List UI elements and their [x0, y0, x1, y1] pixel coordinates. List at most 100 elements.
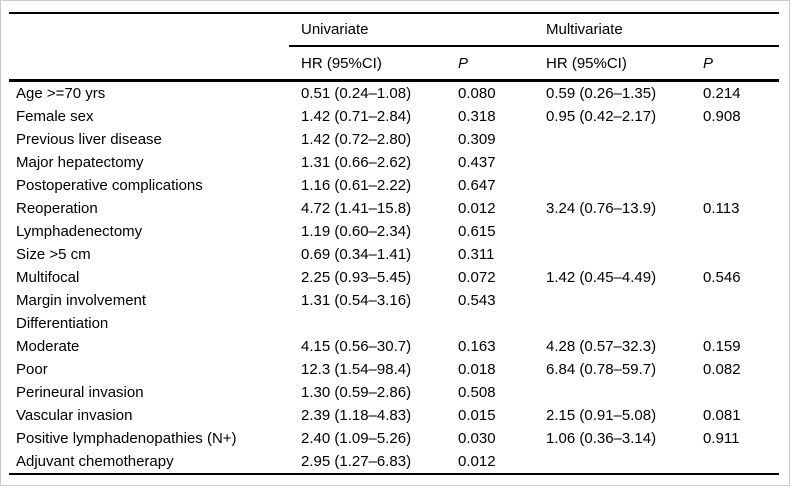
table-row: Perineural invasion 1.30 (0.59–2.86) 0.5… [9, 381, 779, 404]
multivariate-hr-cell [534, 289, 701, 312]
table-row: Major hepatectomy 1.31 (0.66–2.62) 0.437 [9, 151, 779, 174]
multivariate-hr-cell: 6.84 (0.78–59.7) [546, 361, 657, 378]
multivariate-hr-cell [534, 243, 701, 266]
column-header-row: HR (95%CI) P HR (95%CI) P [9, 46, 780, 82]
variable-cell: Age >=70 yrs [16, 85, 106, 102]
multivariate-p-cell [701, 243, 779, 266]
col-header-univariate-hr: HR (95%CI) [289, 46, 456, 82]
univariate-hr-cell: 1.16 (0.61–2.22) [301, 177, 412, 194]
multivariate-hr-cell: 2.15 (0.91–5.08) [546, 407, 657, 424]
variable-cell: Postoperative complications [16, 177, 203, 194]
univariate-p-cell: 0.311 [458, 246, 495, 263]
group-header-multivariate: Multivariate [534, 13, 780, 47]
multivariate-p-cell: 0.214 [703, 85, 741, 102]
table-row: Adjuvant chemotherapy 2.95 (1.27–6.83) 0… [9, 450, 780, 475]
col-header-multivariate-hr: HR (95%CI) [534, 46, 701, 82]
univariate-hr-cell: 1.42 (0.72–2.80) [301, 131, 412, 148]
multivariate-hr-cell: 0.95 (0.42–2.17) [546, 108, 657, 125]
variable-cell: Differentiation [16, 315, 109, 332]
multivariate-hr-cell: 4.28 (0.57–32.3) [546, 338, 657, 355]
univariate-hr-cell: 1.30 (0.59–2.86) [301, 384, 412, 401]
univariate-p-cell: 0.309 [458, 131, 496, 148]
univariate-p-cell: 0.437 [458, 154, 496, 171]
multivariate-hr-cell [534, 381, 701, 404]
multivariate-p-cell [701, 151, 779, 174]
table-row: Reoperation 4.72 (1.41–15.8) 0.012 3.24 … [9, 197, 779, 220]
variable-cell: Adjuvant chemotherapy [9, 450, 289, 475]
univariate-hr-cell: 0.51 (0.24–1.08) [301, 85, 412, 102]
col-header-multivariate-p: P [701, 46, 780, 82]
multivariate-p-cell: 0.081 [703, 407, 741, 424]
univariate-p-cell: 0.072 [458, 269, 496, 286]
stub-header-cell-2 [9, 46, 289, 82]
univariate-p-cell: 0.012 [458, 200, 496, 217]
variable-cell: Margin involvement [16, 292, 147, 309]
univariate-p-cell: 0.615 [458, 223, 496, 240]
variable-cell: Reoperation [16, 200, 98, 217]
univariate-p-cell: 0.647 [458, 177, 496, 194]
group-header-univariate: Univariate [289, 13, 534, 47]
univariate-p-cell: 0.543 [458, 292, 496, 309]
multivariate-hr-cell: 0.59 (0.26–1.35) [546, 85, 657, 102]
univariate-hr-cell: 12.3 (1.54–98.4) [301, 361, 412, 378]
table-row: Previous liver disease 1.42 (0.72–2.80) … [9, 128, 779, 151]
stub-header-cell [9, 13, 289, 46]
multivariate-p-cell: 0.911 [703, 430, 740, 447]
table-row: Poor 12.3 (1.54–98.4) 0.018 6.84 (0.78–5… [9, 358, 779, 381]
univariate-p-cell: 0.018 [458, 361, 496, 378]
univariate-hr-cell: 4.72 (1.41–15.8) [301, 200, 412, 217]
group-header-row: Univariate Multivariate [9, 13, 780, 47]
variable-cell: Moderate [16, 338, 80, 355]
univariate-p-cell: 0.318 [458, 108, 496, 125]
table-row: Vascular invasion 2.39 (1.18–4.83) 0.015… [9, 404, 779, 427]
variable-cell: Female sex [16, 108, 94, 125]
univariate-p-cell: 0.015 [458, 407, 496, 424]
univariate-hr-cell: 1.31 (0.54–3.16) [301, 292, 412, 309]
table-body: Age >=70 yrs 0.51 (0.24–1.08) 0.080 0.59… [9, 81, 780, 475]
multivariate-p-cell [701, 450, 780, 475]
multivariate-hr-cell: 1.42 (0.45–4.49) [546, 269, 657, 286]
multivariate-p-cell: 0.908 [703, 108, 741, 125]
univariate-hr-cell: 0.69 (0.34–1.41) [301, 246, 412, 263]
multivariate-hr-cell [534, 174, 701, 197]
variable-cell: Lymphadenectomy [16, 223, 143, 240]
table-row: Female sex 1.42 (0.71–2.84) 0.318 0.95 (… [9, 105, 779, 128]
table-row: Margin involvement 1.31 (0.54–3.16) 0.54… [9, 289, 779, 312]
table-row: Multifocal 2.25 (0.93–5.45) 0.072 1.42 (… [9, 266, 779, 289]
univariate-p-cell: 0.508 [458, 384, 496, 401]
multivariate-hr-cell [534, 151, 701, 174]
multivariate-hr-cell [534, 128, 701, 151]
variable-cell: Perineural invasion [16, 384, 144, 401]
multivariate-p-cell: 0.546 [703, 269, 741, 286]
univariate-p-cell [456, 312, 534, 335]
variable-cell: Poor [16, 361, 48, 378]
multivariate-p-cell: 0.159 [703, 338, 741, 355]
multivariate-p-cell [701, 174, 779, 197]
col-header-univariate-p: P [456, 46, 534, 82]
univariate-hr-cell: 2.39 (1.18–4.83) [301, 407, 412, 424]
regression-results-table: Univariate Multivariate HR (95%CI) P HR … [9, 12, 780, 475]
univariate-p-cell: 0.163 [458, 338, 496, 355]
table-row: Size >5 cm 0.69 (0.34–1.41) 0.311 [9, 243, 779, 266]
multivariate-p-cell [701, 128, 779, 151]
variable-cell: Major hepatectomy [16, 154, 144, 171]
multivariate-p-cell: 0.082 [703, 361, 741, 378]
multivariate-hr-cell: 3.24 (0.76–13.9) [546, 200, 657, 217]
table-row: Moderate 4.15 (0.56–30.7) 0.163 4.28 (0.… [9, 335, 779, 358]
multivariate-hr-cell [534, 312, 701, 335]
variable-cell: Previous liver disease [16, 131, 162, 148]
univariate-hr-cell: 1.19 (0.60–2.34) [301, 223, 412, 240]
univariate-p-cell: 0.012 [456, 450, 534, 475]
variable-cell: Vascular invasion [16, 407, 133, 424]
univariate-hr-cell: 2.95 (1.27–6.83) [289, 450, 456, 475]
multivariate-p-cell [701, 312, 779, 335]
variable-cell: Multifocal [16, 269, 80, 286]
multivariate-p-cell [701, 220, 779, 243]
variable-cell: Size >5 cm [16, 246, 91, 263]
univariate-hr-cell: 2.25 (0.93–5.45) [301, 269, 412, 286]
table-row: Lymphadenectomy 1.19 (0.60–2.34) 0.615 [9, 220, 779, 243]
table-row: Differentiation [9, 312, 779, 335]
multivariate-p-cell [701, 289, 779, 312]
multivariate-p-cell: 0.113 [703, 200, 740, 217]
